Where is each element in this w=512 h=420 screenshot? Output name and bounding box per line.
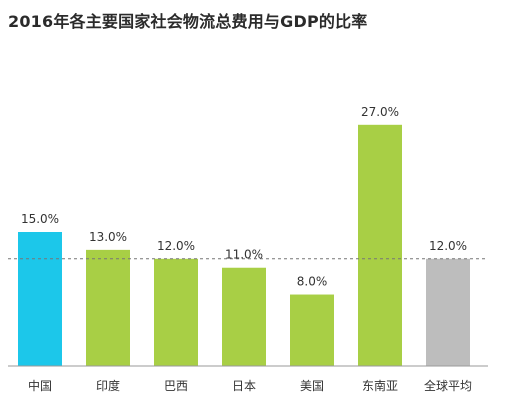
value-labels-group: 15.0% 13.0% 12.0% 11.0% 8.0% 27.0% 12.0% bbox=[21, 105, 467, 289]
bar-6 bbox=[358, 124, 402, 366]
bar-7 bbox=[426, 258, 470, 366]
value-label-6: 27.0% bbox=[361, 105, 399, 119]
category-label-3: 巴西 bbox=[164, 379, 188, 393]
value-label-2: 13.0% bbox=[89, 230, 127, 244]
value-label-5: 8.0% bbox=[297, 275, 328, 289]
bar-1 bbox=[18, 232, 62, 366]
value-label-1: 15.0% bbox=[21, 212, 59, 226]
value-label-7: 12.0% bbox=[429, 239, 467, 253]
chart-title: 2016年各主要国家社会物流总费用与GDP的比率 bbox=[8, 12, 368, 31]
bar-2 bbox=[86, 249, 130, 366]
value-label-4: 11.0% bbox=[225, 248, 263, 262]
bars-group bbox=[18, 124, 470, 366]
bar-5 bbox=[290, 294, 334, 366]
bar-4 bbox=[222, 267, 266, 366]
category-label-1: 中国 bbox=[28, 378, 52, 393]
category-labels-group: 中国 印度 巴西 日本 美国 东南亚 全球平均 bbox=[28, 378, 472, 393]
bar-3 bbox=[154, 258, 198, 366]
category-label-4: 日本 bbox=[232, 379, 256, 393]
category-label-7: 全球平均 bbox=[424, 378, 472, 393]
category-label-2: 印度 bbox=[96, 378, 120, 393]
category-label-5: 美国 bbox=[300, 379, 324, 393]
value-label-3: 12.0% bbox=[157, 239, 195, 253]
category-label-6: 东南亚 bbox=[362, 378, 398, 393]
